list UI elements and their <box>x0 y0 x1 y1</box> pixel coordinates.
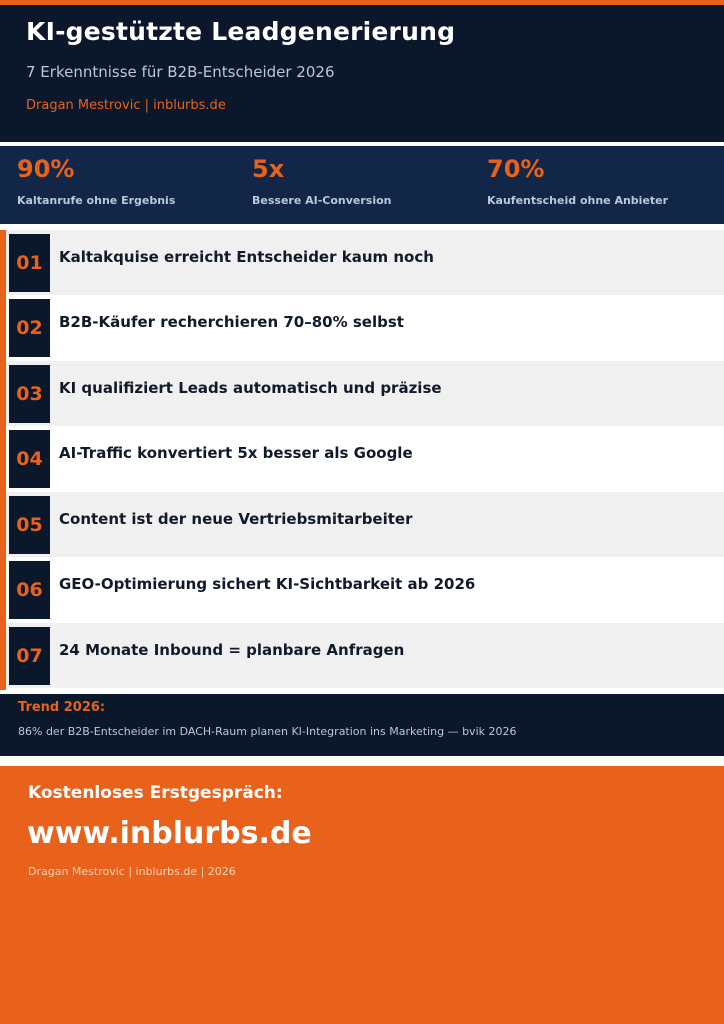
page-subtitle: 7 Erkenntnisse für B2B-Entscheider 2026 <box>26 63 335 81</box>
stat-label: Kaltanrufe ohne Ergebnis <box>17 194 176 207</box>
insights-accent-bar <box>0 230 6 690</box>
insight-number: 06 <box>16 579 43 601</box>
insight-number: 07 <box>16 645 43 667</box>
stat-value: 70% <box>487 155 545 183</box>
trend-box: Trend 2026: 86% der B2B-Entscheider im D… <box>0 694 724 756</box>
insight-number: 02 <box>16 317 43 339</box>
insight-number-box: 03 <box>9 365 50 423</box>
insight-row: 06 GEO-Optimierung sichert KI-Sichtbarke… <box>6 557 724 622</box>
header-byline: Dragan Mestrovic | inblurbs.de <box>26 98 226 113</box>
page-title: KI-gestützte Leadgenerierung <box>26 17 456 46</box>
stats-band: 90% Kaltanrufe ohne Ergebnis 5x Bessere … <box>0 146 724 224</box>
insight-text: Content ist der neue Vertriebsmitarbeite… <box>59 510 413 528</box>
insight-row: 07 24 Monate Inbound = planbare Anfragen <box>6 623 724 688</box>
stat-label: Kaufentscheid ohne Anbieter <box>487 194 669 207</box>
insight-text: GEO-Optimierung sichert KI-Sichtbarkeit … <box>59 575 476 593</box>
top-accent-strip <box>0 0 724 5</box>
insight-number-box: 01 <box>9 234 50 292</box>
insight-number-box: 02 <box>9 299 50 357</box>
insight-row: 01 Kaltakquise erreicht Entscheider kaum… <box>6 230 724 295</box>
stat-label: Bessere AI-Conversion <box>252 194 392 207</box>
insight-number: 04 <box>16 448 43 470</box>
stat-value: 90% <box>17 155 75 183</box>
cta-footer: Kostenloses Erstgespräch: www.inblurbs.d… <box>0 766 724 1024</box>
insight-number: 05 <box>16 514 43 536</box>
trend-text: 86% der B2B-Entscheider im DACH-Raum pla… <box>18 725 517 738</box>
insight-text: Kaltakquise erreicht Entscheider kaum no… <box>59 248 434 266</box>
insight-number: 01 <box>16 252 43 274</box>
insight-row: 05 Content ist der neue Vertriebsmitarbe… <box>6 492 724 557</box>
insight-number-box: 04 <box>9 430 50 488</box>
header: KI-gestützte Leadgenerierung 7 Erkenntni… <box>0 5 724 142</box>
stat-value: 5x <box>252 155 285 183</box>
insight-text: AI-Traffic konvertiert 5x besser als Goo… <box>59 444 413 462</box>
insight-text: KI qualifiziert Leads automatisch und pr… <box>59 379 442 397</box>
insight-number: 03 <box>16 383 43 405</box>
insight-text: 24 Monate Inbound = planbare Anfragen <box>59 641 405 659</box>
insight-row: 04 AI-Traffic konvertiert 5x besser als … <box>6 426 724 491</box>
insight-row: 02 B2B-Käufer recherchieren 70–80% selbs… <box>6 295 724 360</box>
insight-text: B2B-Käufer recherchieren 70–80% selbst <box>59 313 404 331</box>
insight-number-box: 05 <box>9 496 50 554</box>
cta-label: Kostenloses Erstgespräch: <box>28 783 283 803</box>
insight-number-box: 06 <box>9 561 50 619</box>
insight-row: 03 KI qualifiziert Leads automatisch und… <box>6 361 724 426</box>
footer-byline: Dragan Mestrovic | inblurbs.de | 2026 <box>28 865 236 878</box>
insight-number-box: 07 <box>9 627 50 685</box>
trend-label: Trend 2026: <box>18 700 106 715</box>
cta-url-link[interactable]: www.inblurbs.de <box>27 816 312 851</box>
